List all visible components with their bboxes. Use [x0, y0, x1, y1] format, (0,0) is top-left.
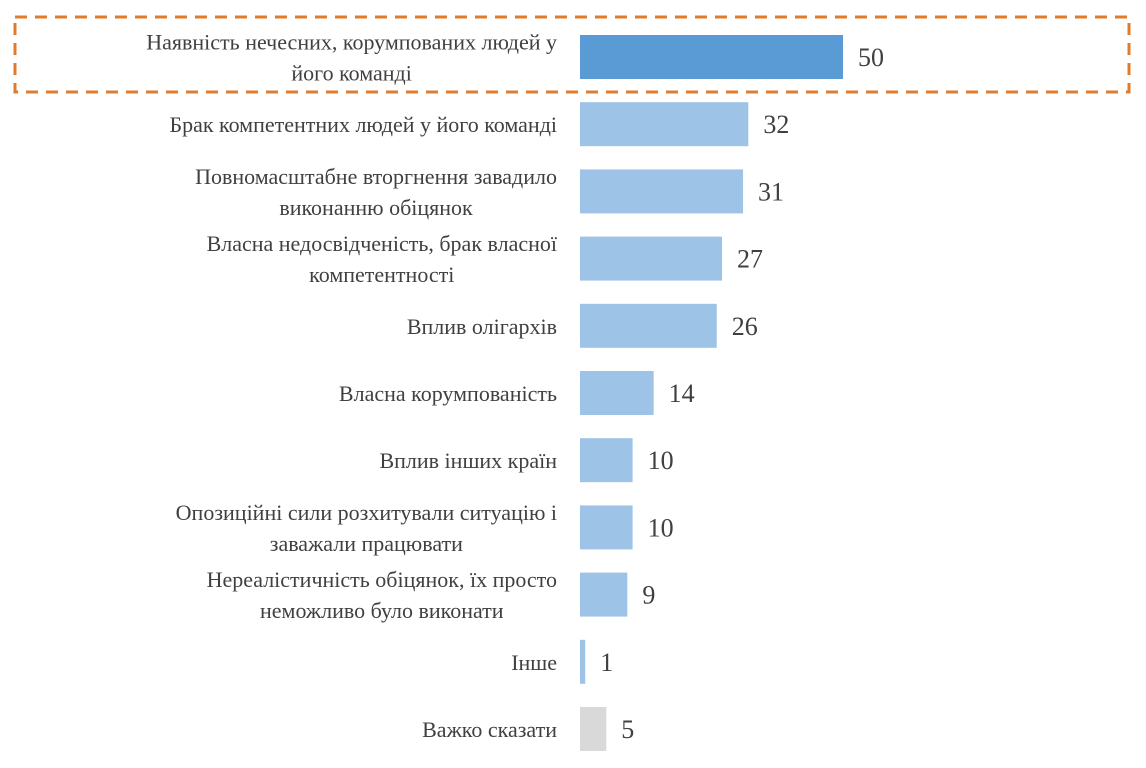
- category-label: компетентності: [309, 262, 454, 287]
- data-label: 9: [642, 581, 655, 610]
- highlight-dashed-box: [13, 15, 1131, 94]
- category-label: Інше: [511, 650, 557, 675]
- category-label: Власна недосвідченість, брак власної: [207, 231, 558, 256]
- bar: [580, 371, 654, 415]
- category-label: Опозиційні сили розхитували ситуацію і: [176, 500, 557, 525]
- category-label: неможливо було виконати: [260, 598, 504, 623]
- bar: [580, 169, 744, 214]
- data-label: 1: [600, 648, 613, 677]
- category-label: Важко сказати: [422, 717, 557, 742]
- bar: [580, 505, 633, 550]
- bar: [580, 707, 607, 751]
- data-label: 10: [648, 446, 674, 475]
- data-label: 50: [858, 43, 884, 72]
- category-label: заважали працювати: [270, 531, 463, 556]
- data-label: 5: [621, 715, 634, 744]
- category-label: його команді: [291, 61, 412, 86]
- data-label: 14: [669, 379, 695, 408]
- category-label: Повномасштабне вторгнення завадило: [195, 164, 557, 189]
- bar: [580, 236, 723, 281]
- bar: [580, 35, 843, 79]
- bar: [580, 438, 633, 483]
- data-label: 31: [758, 177, 784, 206]
- data-label: 26: [732, 312, 758, 341]
- data-label: 32: [763, 110, 789, 139]
- category-label: Вплив олігархів: [407, 314, 557, 339]
- data-label: 10: [648, 513, 674, 542]
- bar: [580, 572, 628, 617]
- category-label: виконанню обіцянок: [279, 195, 473, 220]
- category-label: Наявність нечесних, корумпованих людей у: [146, 30, 557, 55]
- bar: [580, 639, 586, 684]
- category-label: Вплив інших країн: [379, 448, 557, 473]
- bar: [580, 303, 717, 348]
- category-label: Власна корумпованість: [339, 381, 557, 406]
- category-label: Нереалістичність обіцянок, їх просто: [207, 567, 557, 592]
- bar: [580, 102, 749, 147]
- data-label: 27: [737, 245, 763, 274]
- category-label: Брак компетентних людей у його команді: [169, 112, 557, 137]
